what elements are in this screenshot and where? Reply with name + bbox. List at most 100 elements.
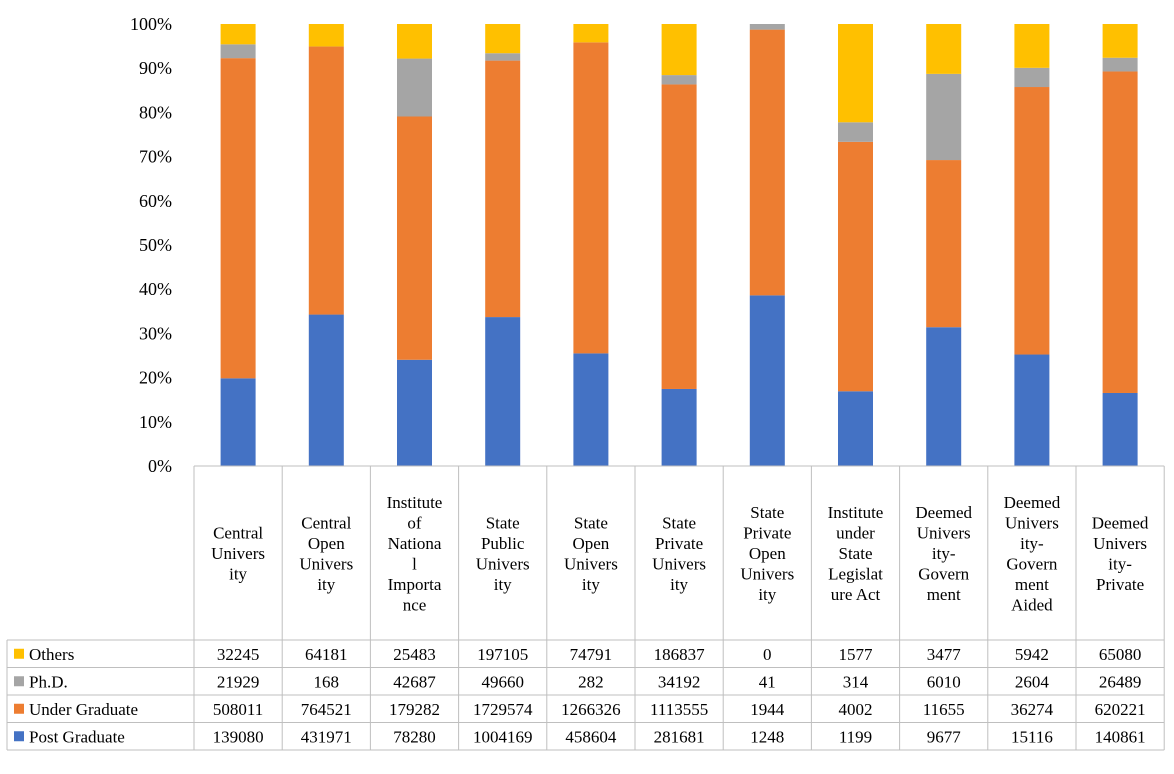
bar-segment-under-graduate (1102, 71, 1138, 393)
bar-segment-ph-d (661, 75, 697, 85)
table-cell-value: 42687 (393, 672, 436, 691)
category-label: l (412, 554, 417, 573)
legend-label: Post Graduate (29, 727, 125, 746)
category-label: Univers (299, 554, 353, 573)
y-tick-label: 80% (139, 102, 172, 122)
table-cell-value: 41 (759, 672, 776, 691)
table-cell-value: 186837 (654, 645, 706, 664)
table-cell-value: 32245 (217, 645, 260, 664)
table-cell-value: 25483 (393, 645, 436, 664)
bar-segment-post-graduate (838, 391, 873, 466)
category-label: Central (213, 524, 263, 543)
category-label: nce (403, 595, 427, 614)
bar-segment-others (1102, 24, 1138, 58)
bar-segment-others (661, 24, 697, 76)
category-label: ment (927, 585, 961, 604)
table-cell-value: 2604 (1015, 672, 1050, 691)
bar-segment-ph-d (838, 122, 873, 142)
category-label: under (836, 524, 875, 543)
bar-segment-post-graduate (485, 317, 521, 466)
category-label: of (407, 513, 422, 532)
category-label: ure Act (831, 585, 881, 604)
category-label: ity- (932, 544, 956, 563)
bar-segment-under-graduate (926, 160, 962, 328)
table-cell-value: 15116 (1011, 727, 1053, 746)
category-label: Private (655, 534, 703, 553)
bar-segment-others (926, 24, 962, 74)
table-cell-value: 179282 (389, 700, 440, 719)
table-cell-value: 139080 (213, 727, 264, 746)
table-cell-value: 1577 (839, 645, 874, 664)
category-label: Private (1096, 575, 1144, 594)
table-cell-value: 26489 (1099, 672, 1142, 691)
category-label: State (750, 503, 784, 522)
bar-segment-others (308, 24, 344, 47)
y-tick-label: 90% (139, 58, 172, 78)
table-cell-value: 1266326 (561, 700, 621, 719)
table-cell-value: 64181 (305, 645, 348, 664)
category-label: State (662, 513, 696, 532)
bar-segment-under-graduate (661, 84, 697, 389)
category-label: Importa (388, 575, 442, 594)
category-label: ity- (1020, 534, 1044, 553)
bar-segment-under-graduate (397, 116, 432, 360)
category-label: ity (582, 575, 600, 594)
y-tick-label: 10% (139, 412, 172, 432)
table-cell-value: 1199 (839, 727, 872, 746)
bar-segment-others (220, 24, 256, 45)
category-label: Aided (1011, 595, 1053, 614)
category-labels: CentralUniversityCentralOpenUniversityIn… (211, 493, 1149, 615)
legend-swatch (14, 703, 24, 714)
bar-segment-post-graduate (1014, 354, 1050, 466)
table-cell-value: 34192 (658, 672, 701, 691)
bar-segment-others (397, 24, 432, 59)
bar-segment-ph-d (1102, 57, 1138, 72)
table-cell-value: 140861 (1095, 727, 1146, 746)
table-cell-value: 281681 (654, 727, 705, 746)
category-label: ment (1015, 575, 1049, 594)
legend-swatch (14, 648, 24, 659)
bar-segment-ph-d (1014, 67, 1050, 88)
category-label: State (574, 513, 608, 532)
bar-segment-ph-d (397, 58, 432, 117)
table-cell-value: 78280 (393, 727, 436, 746)
category-label: ity (494, 575, 512, 594)
bar-segment-post-graduate (661, 388, 697, 466)
table-cell-value: 21929 (217, 672, 260, 691)
category-label: Open (308, 534, 345, 553)
category-label: ity (758, 585, 776, 604)
bar-segment-ph-d (926, 73, 962, 161)
bar-segment-under-graduate (485, 60, 521, 318)
table-cell-value: 458604 (565, 727, 617, 746)
legend-label: Others (29, 645, 74, 664)
table-cell-value: 0 (763, 645, 772, 664)
category-label: Univers (740, 565, 794, 584)
table-cell-value: 49660 (481, 672, 524, 691)
bar-segment-post-graduate (308, 314, 344, 466)
table-cell-value: 1113555 (650, 700, 708, 719)
category-label: Institute (828, 503, 884, 522)
bar-segment-under-graduate (1014, 87, 1050, 355)
table-cell-value: 1004169 (473, 727, 533, 746)
bar-segment-others (838, 24, 873, 123)
legend-label: Under Graduate (29, 700, 138, 719)
bar-segment-others (485, 24, 521, 54)
category-label: Univers (652, 554, 706, 573)
table-cell-value: 620221 (1095, 700, 1146, 719)
bar-segment-others (573, 24, 609, 43)
table-cell-value: 282 (578, 672, 604, 691)
table-cell-value: 1248 (750, 727, 784, 746)
bar-segment-under-graduate (308, 46, 344, 315)
table-cell-value: 5942 (1015, 645, 1049, 664)
table-cell-value: 1944 (750, 700, 785, 719)
table-cell-value: 168 (314, 672, 340, 691)
table-cell-value: 1729574 (473, 700, 533, 719)
y-tick-label: 20% (139, 368, 172, 388)
category-label: ity (317, 575, 335, 594)
bar-segment-under-graduate (220, 58, 256, 379)
y-tick-label: 100% (130, 14, 172, 34)
table-cell-value: 197105 (477, 645, 528, 664)
category-label: State (486, 513, 520, 532)
bar-segment-under-graduate (749, 29, 785, 296)
